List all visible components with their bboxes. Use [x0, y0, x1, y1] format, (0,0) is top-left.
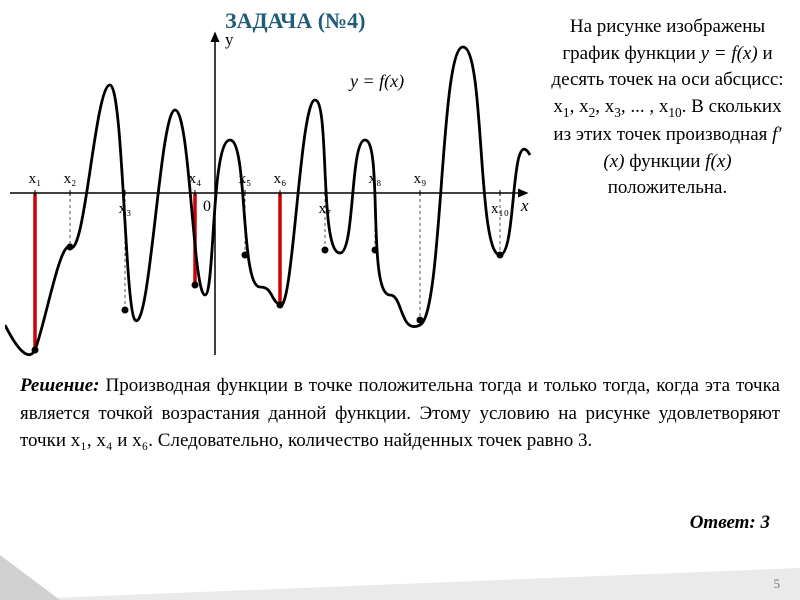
page-number: 5 [774, 576, 781, 592]
svg-text:x: x [520, 196, 529, 215]
svg-text:x₁: x₁ [29, 171, 42, 187]
problem-statement: На рисунке изображены график функции y =… [545, 14, 790, 202]
function-graph: x₁x₂x₃x₄x₅x₆x₇x₈x₉x₁₀yx0y = f(x) [5, 25, 535, 365]
svg-text:y = f(x): y = f(x) [348, 71, 404, 92]
footer-triangle-light [0, 568, 800, 600]
svg-text:0: 0 [203, 198, 211, 215]
svg-text:x₂: x₂ [64, 171, 77, 187]
solution-label: Решение: [20, 375, 100, 396]
graph-container: x₁x₂x₃x₄x₅x₆x₇x₈x₉x₁₀yx0y = f(x) [5, 25, 535, 365]
svg-text:y: y [225, 30, 234, 49]
answer-text: Ответ: 3 [690, 512, 770, 534]
svg-text:x₁₀: x₁₀ [491, 201, 509, 217]
solution-text: Решение: Производная функции в точке пол… [20, 372, 780, 455]
svg-text:x₉: x₉ [414, 171, 427, 187]
svg-text:x₆: x₆ [274, 171, 287, 187]
footer-triangle-dark [0, 555, 60, 600]
svg-text:x₇: x₇ [319, 201, 332, 217]
